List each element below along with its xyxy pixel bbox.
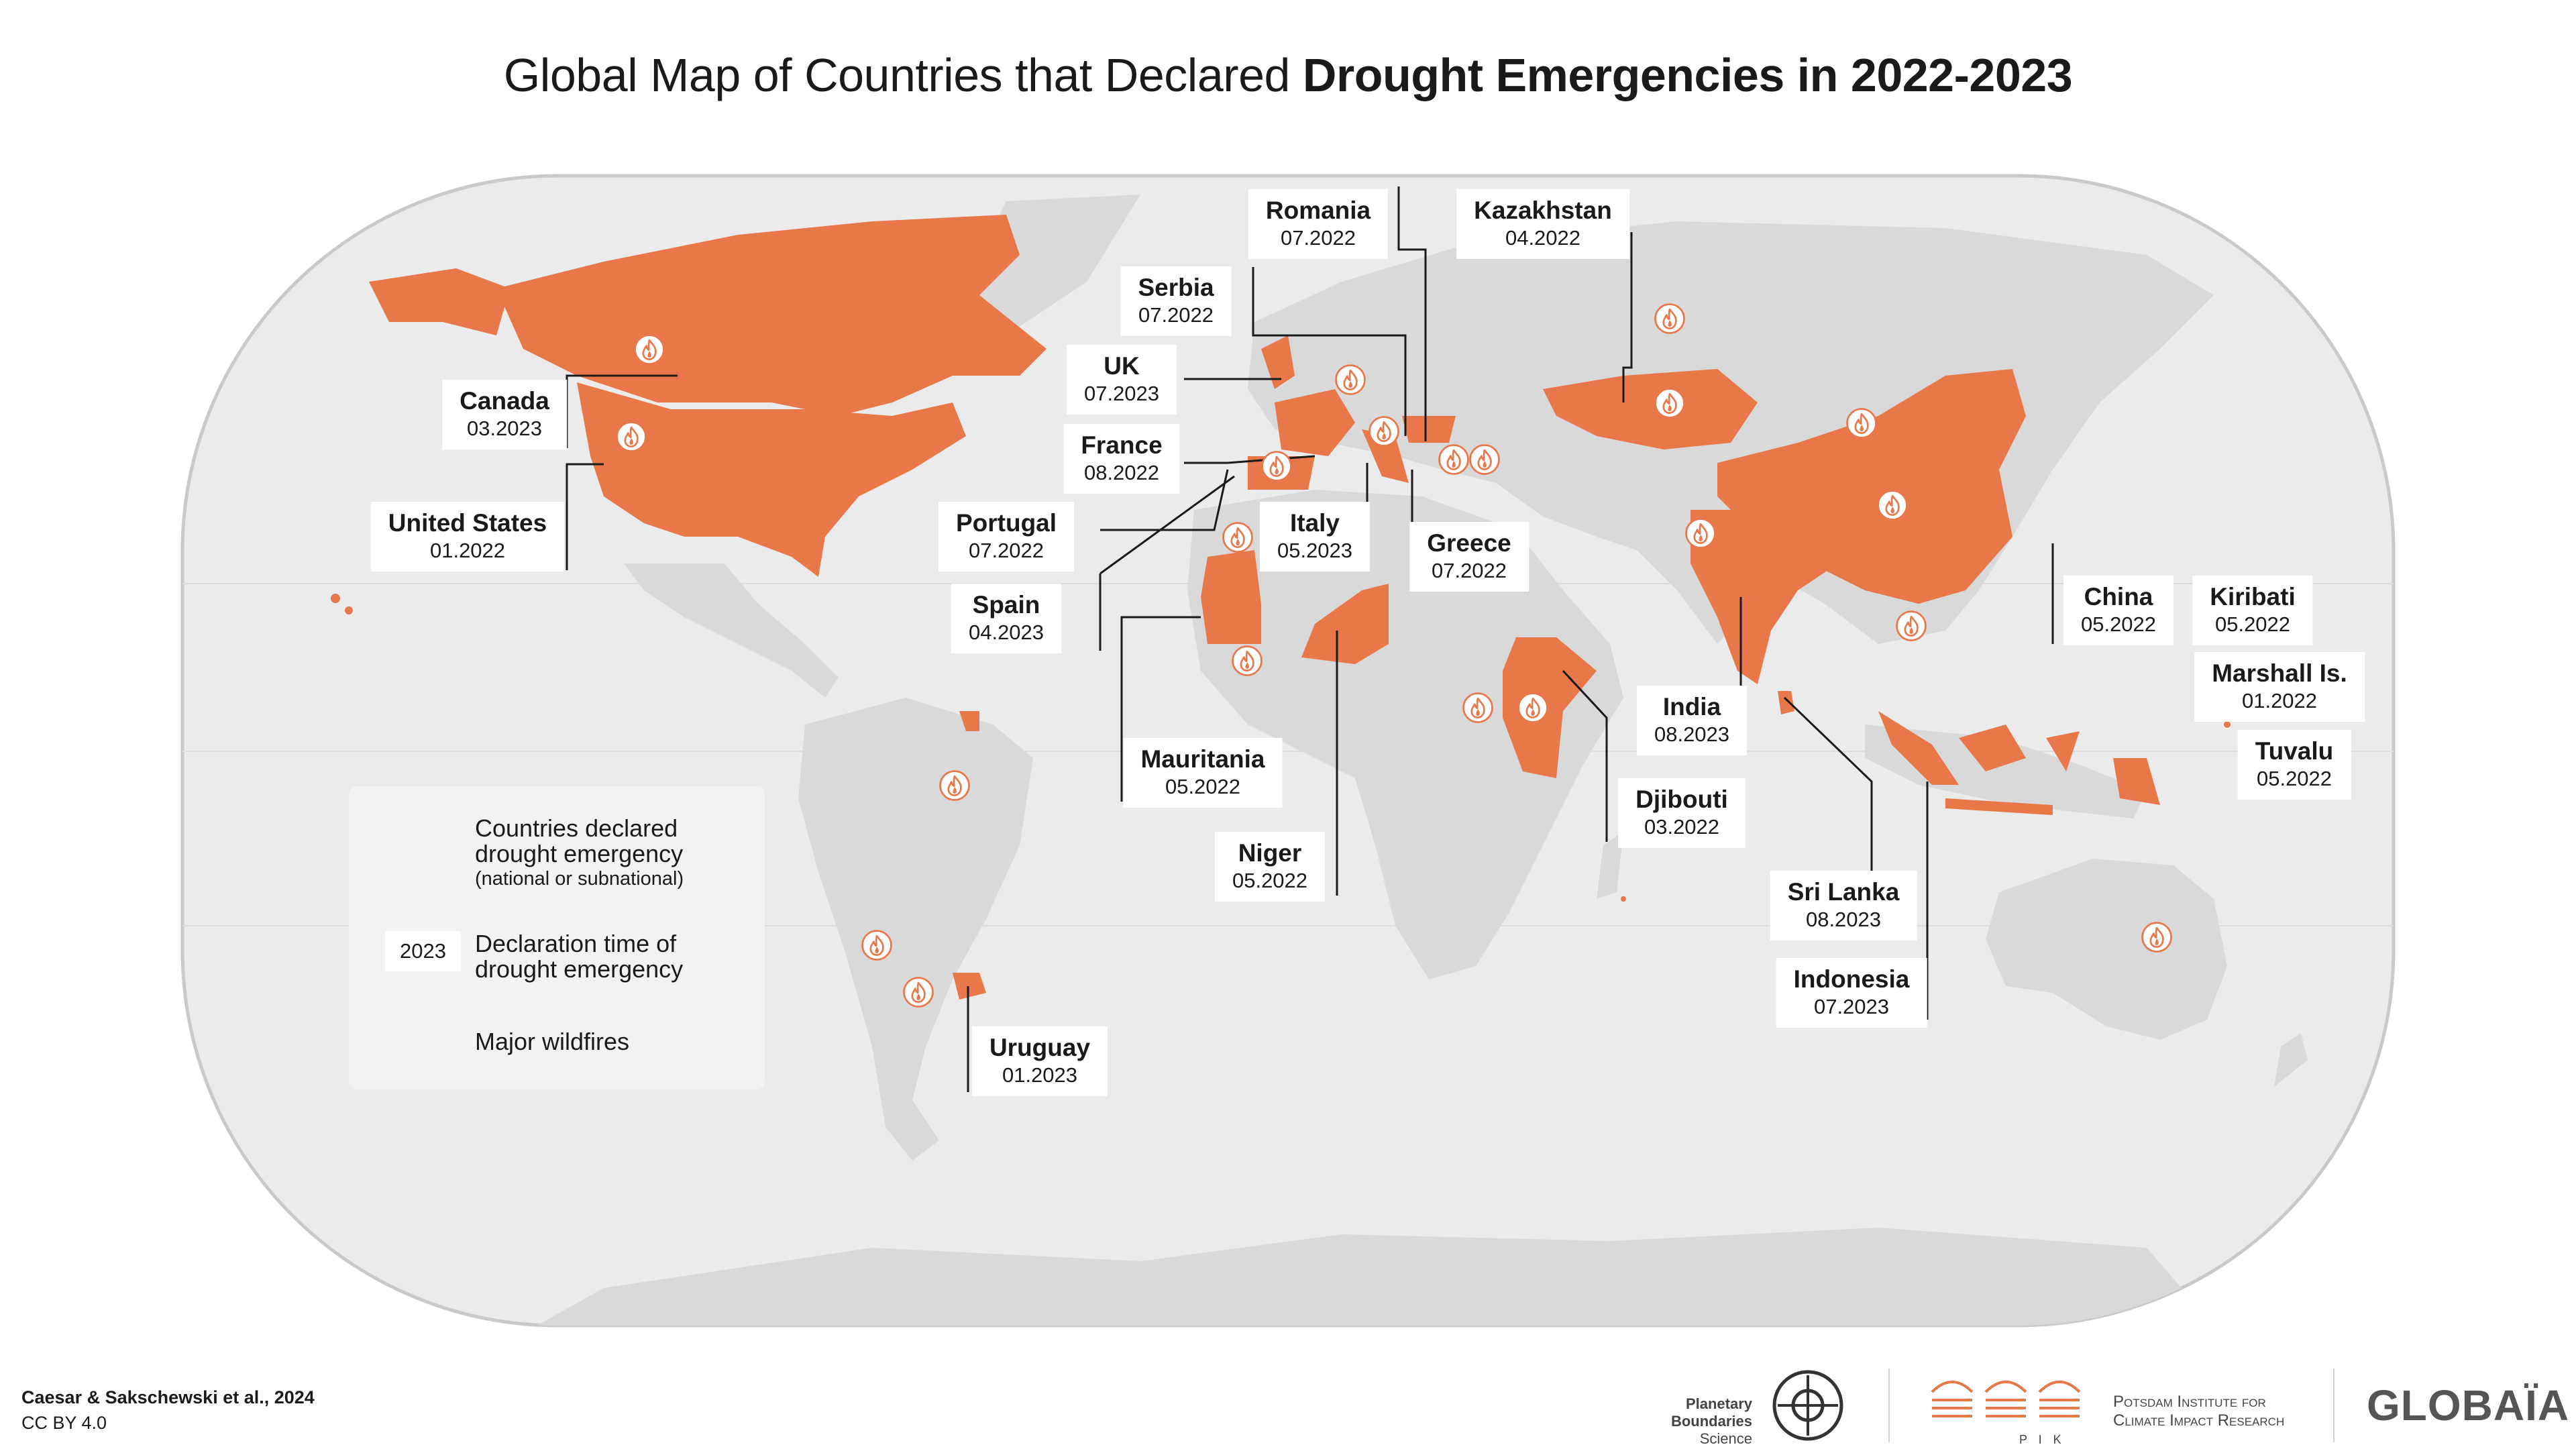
- legend-time-text: Declaration time of drought emergency: [475, 930, 684, 983]
- wildfire-icon: [616, 421, 647, 452]
- credit: Caesar & Sakschewski et al., 2024 CC BY …: [21, 1387, 315, 1433]
- drought-france: [1275, 389, 1355, 456]
- pbs-logo-icon: [1772, 1370, 1843, 1441]
- wildfire-icon: [1335, 364, 1366, 395]
- label-tuvalu: Tuvalu 05.2022: [2237, 730, 2351, 800]
- drought-canada: [496, 215, 1046, 416]
- pik-mark: P I K: [2019, 1433, 2065, 1446]
- pbs-logo-text: Planetary Boundaries Science: [1670, 1395, 1752, 1447]
- leader-lines: [566, 186, 2054, 1092]
- land-central-america: [624, 564, 839, 698]
- drought-east-africa: [1503, 637, 1597, 778]
- label-sri-lanka: Sri Lanka 08.2023: [1770, 871, 1917, 941]
- pik-logo-text: Potsdam Institute for Climate Impact Res…: [2113, 1393, 2285, 1430]
- drought-united-states: [577, 382, 966, 577]
- label-portugal: Portugal 07.2022: [938, 502, 1075, 572]
- drought-niger: [1301, 584, 1389, 664]
- label-marshall-islands: Marshall Is. 01.2022: [2194, 652, 2365, 722]
- land-australia: [1986, 859, 2227, 1040]
- label-kazakhstan: Kazakhstan 04.2022: [1456, 189, 1629, 259]
- wildfire-icon: [861, 930, 892, 961]
- wildfire-icon: [1517, 692, 1548, 723]
- pik-logo-icon: [1931, 1381, 2081, 1417]
- wildfire-icon: [903, 977, 934, 1008]
- wildfire-icon: [1846, 408, 1877, 439]
- drought-uk: [1261, 335, 1295, 389]
- land-antarctica: [537, 1228, 2214, 1326]
- wildfire-icon: [1896, 610, 1927, 641]
- legend-declared-text: Countries declared drought emergency (na…: [475, 814, 684, 890]
- wildfire-icon: [1368, 416, 1399, 447]
- label-spain: Spain 04.2023: [951, 584, 1062, 653]
- wildfire-icon: [939, 770, 970, 801]
- legend-year-sample: 2023: [385, 931, 461, 971]
- label-united-states: United States 01.2022: [370, 502, 565, 572]
- label-kiribati: Kiribati 05.2022: [2192, 576, 2313, 645]
- wildfire-icon: [1261, 451, 1292, 482]
- wildfire-icon: [634, 334, 665, 365]
- land-africa: [1187, 490, 1623, 979]
- label-indonesia: Indonesia 07.2023: [1776, 958, 1927, 1028]
- label-canada: Canada 03.2023: [442, 380, 567, 449]
- label-mauritania: Mauritania 05.2022: [1123, 738, 1283, 808]
- label-china: China 05.2022: [2063, 576, 2174, 645]
- map-title: Global Map of Countries that Declared Dr…: [503, 49, 2073, 101]
- drought-balkans: [1402, 416, 1456, 443]
- label-france: France 08.2022: [1063, 424, 1180, 494]
- label-djibouti: Djibouti 03.2022: [1618, 778, 1746, 848]
- drought-italy: [1362, 429, 1409, 483]
- wildfire-icon: [1438, 444, 1469, 475]
- logo-divider: [2333, 1368, 2334, 1442]
- label-romania: Romania 07.2022: [1248, 189, 1389, 259]
- land-south-america: [798, 698, 1033, 1161]
- wildfire-icon: [1462, 692, 1493, 723]
- wildfire-icon: [1654, 388, 1685, 419]
- drought-uruguay: [953, 973, 986, 1000]
- logo-divider: [1888, 1368, 1890, 1442]
- legend-wildfire-text: Major wildfires: [475, 1028, 630, 1055]
- wildfire-icon: [1222, 522, 1253, 553]
- wildfire-icon: [1877, 490, 1908, 521]
- label-niger: Niger 05.2022: [1214, 832, 1326, 902]
- globaia-logo: GLOBAÏA: [2367, 1381, 2570, 1430]
- drought-sri-lanka: [1778, 691, 1794, 714]
- land-maritime-asia: [1865, 724, 2147, 818]
- label-india: India 08.2023: [1636, 686, 1748, 755]
- label-serbia: Serbia 07.2022: [1120, 266, 1232, 336]
- wildfire-icon: [1654, 303, 1685, 334]
- legend: Countries declared drought emergency (na…: [349, 786, 765, 1089]
- label-uruguay: Uruguay 01.2023: [971, 1026, 1108, 1096]
- drought-kazakhstan: [1543, 369, 1758, 449]
- label-italy: Italy 05.2023: [1259, 502, 1371, 572]
- label-greece: Greece 07.2022: [1409, 522, 1529, 592]
- drought-indonesia: [1878, 711, 1959, 785]
- wildfire-icon: [1469, 444, 1500, 475]
- wildfire-icon: [1232, 645, 1263, 676]
- landmasses: [182, 195, 2394, 1326]
- wildfire-icon: [2141, 922, 2172, 953]
- drought-mauritania: [1201, 550, 1261, 644]
- label-uk: UK 07.2023: [1066, 345, 1177, 415]
- wildfire-icon: [1685, 518, 1716, 549]
- drought-india: [1690, 510, 1838, 684]
